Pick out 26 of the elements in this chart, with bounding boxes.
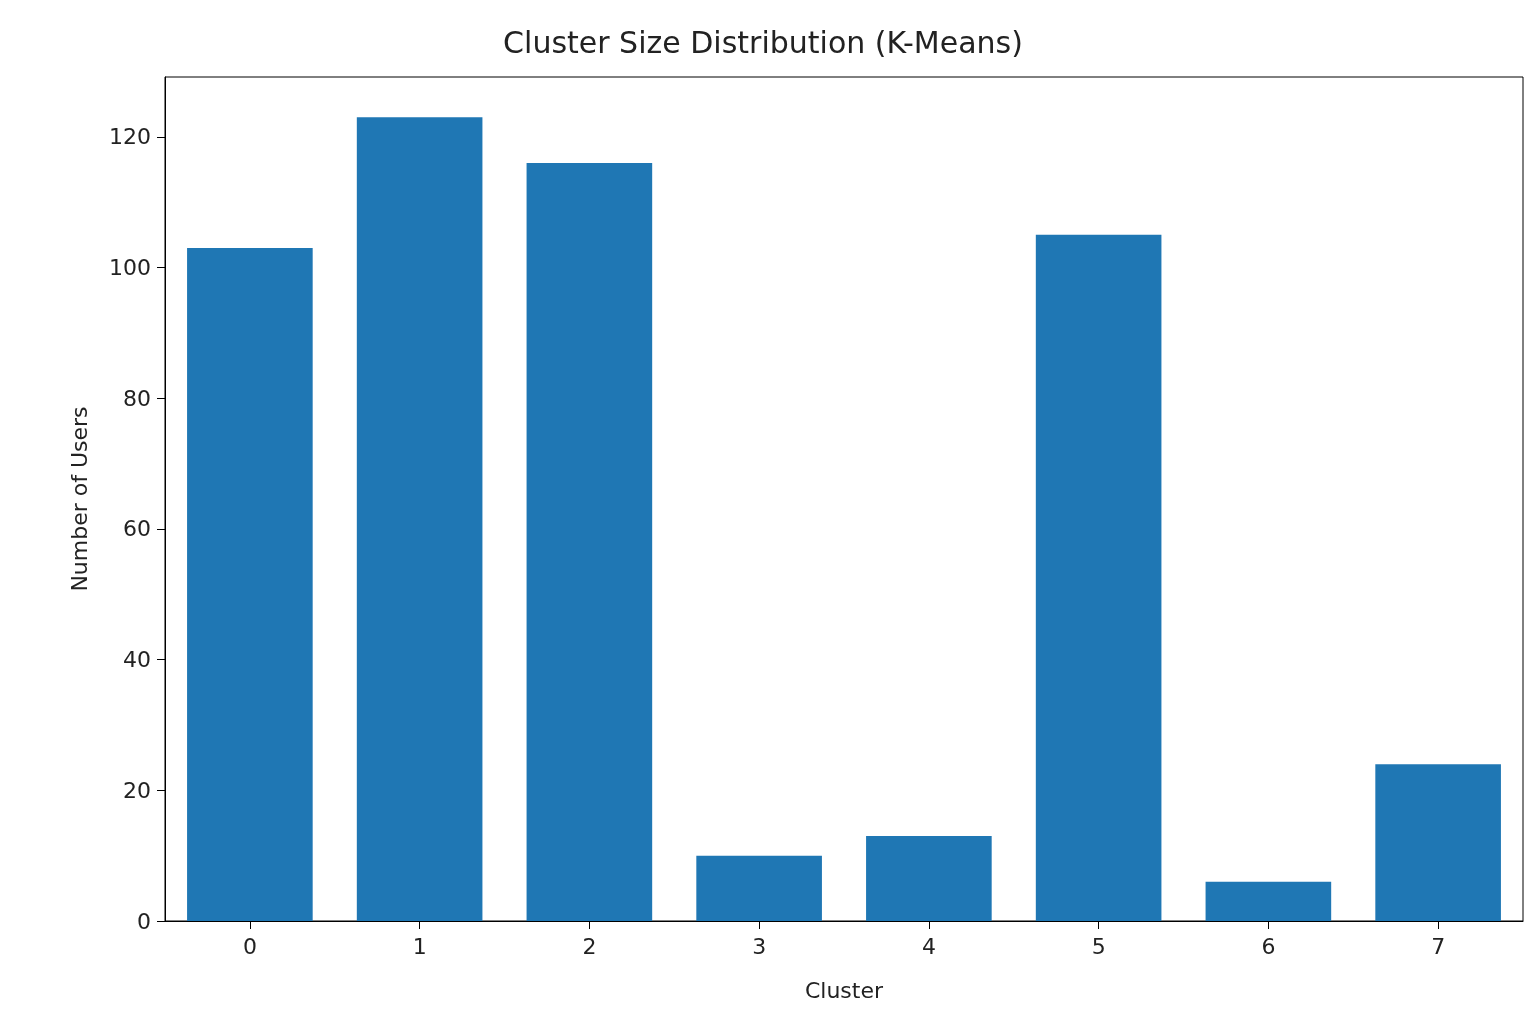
y-tick-label: 100 [109, 255, 151, 280]
x-tick-label: 2 [582, 933, 597, 959]
bar [696, 855, 822, 921]
y-tick-label: 20 [123, 777, 151, 803]
y-axis-title: Number of Users [66, 406, 92, 592]
y-tick-label: 0 [137, 908, 151, 934]
x-tick-label: 7 [1431, 933, 1446, 959]
y-tick-label: 60 [123, 516, 151, 542]
bar [1205, 881, 1332, 921]
bar [356, 117, 483, 921]
bar [1375, 764, 1501, 921]
chart-title: Cluster Size Distribution (K-Means) [503, 24, 1023, 60]
y-tick-label: 80 [123, 385, 151, 411]
y-tick-label: 40 [123, 647, 151, 673]
x-tick-label: 3 [752, 933, 767, 959]
x-tick-label: 0 [242, 933, 257, 959]
x-tick-label: 6 [1261, 933, 1276, 959]
y-tick-label: 120 [109, 124, 151, 150]
x-tick-label: 4 [921, 933, 936, 959]
bar [1035, 234, 1162, 921]
x-tick-label: 5 [1091, 933, 1106, 959]
x-axis-title: Cluster [804, 977, 884, 1003]
bar [526, 162, 653, 921]
bar [187, 247, 313, 921]
x-tick-label: 1 [412, 933, 427, 959]
bar [866, 836, 992, 921]
